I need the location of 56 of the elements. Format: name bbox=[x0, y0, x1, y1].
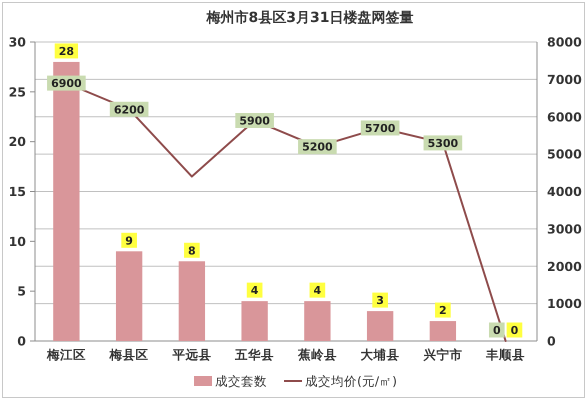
y2-tick-label: 3000 bbox=[547, 221, 582, 236]
data-label: 0 bbox=[506, 322, 522, 338]
y2-tick-label: 5000 bbox=[547, 146, 582, 162]
x-tick-label: 平远县 bbox=[171, 347, 212, 362]
x-tick-label: 五华县 bbox=[234, 347, 274, 362]
y2-tick-label: 0 bbox=[547, 334, 556, 348]
data-label: 28 bbox=[54, 43, 78, 58]
y2-tick-label: 6000 bbox=[547, 109, 582, 124]
y2-tick-label: 2000 bbox=[547, 258, 582, 274]
data-label: 8 bbox=[184, 242, 200, 258]
data-label: 0 bbox=[510, 324, 519, 337]
data-label: 6900 bbox=[47, 76, 86, 91]
data-label: 4 bbox=[310, 282, 326, 298]
data-label: 5700 bbox=[364, 122, 396, 135]
x-tick-label: 大埔县 bbox=[360, 347, 400, 362]
data-label: 2 bbox=[435, 302, 451, 318]
x-tick-label: 蕉岭县 bbox=[296, 347, 337, 362]
legend-label: 成交套数 bbox=[215, 374, 268, 388]
data-label: 5200 bbox=[298, 139, 337, 154]
data-label: 9 bbox=[125, 234, 133, 248]
y-tick-label: 0 bbox=[17, 334, 26, 348]
x-tick-label: 梅县区 bbox=[108, 347, 149, 362]
y-tick-label: 20 bbox=[8, 134, 26, 150]
legend-label: 成交均价(元/㎡) bbox=[305, 374, 397, 388]
data-label: 3 bbox=[372, 292, 388, 308]
data-label: 8 bbox=[188, 244, 196, 258]
x-tick-label: 梅江区 bbox=[46, 347, 86, 362]
data-label: 4 bbox=[246, 282, 262, 298]
y-tick-label: 25 bbox=[8, 84, 26, 100]
data-label: 4 bbox=[250, 284, 259, 298]
data-label: 3 bbox=[376, 294, 384, 308]
y2-tick-label: 4000 bbox=[547, 184, 582, 199]
data-label: 5700 bbox=[360, 120, 400, 136]
y-tick-label: 15 bbox=[8, 184, 26, 199]
data-label: 2 bbox=[439, 304, 447, 318]
y2-tick-label: 7000 bbox=[547, 72, 582, 87]
data-label: 0 bbox=[492, 324, 501, 337]
data-label: 5300 bbox=[428, 136, 459, 150]
data-label: 6900 bbox=[51, 77, 82, 90]
chart-title: 梅州市8县区3月31日楼盘网签量 bbox=[206, 9, 414, 26]
data-label: 5200 bbox=[302, 140, 334, 154]
y-tick-label: 5 bbox=[17, 284, 26, 299]
y2-tick-label: 1000 bbox=[547, 296, 582, 312]
x-tick-label: 兴宁市 bbox=[422, 347, 462, 362]
data-label: 4 bbox=[314, 284, 322, 298]
data-label: 0 bbox=[488, 322, 505, 338]
data-label: 6200 bbox=[114, 103, 145, 116]
y-tick-label: 30 bbox=[8, 34, 26, 50]
x-tick-label: 丰顺县 bbox=[485, 347, 526, 362]
data-label: 5300 bbox=[424, 135, 462, 150]
y2-tick-label: 8000 bbox=[547, 34, 582, 50]
data-label: 6200 bbox=[110, 102, 148, 117]
data-label: 28 bbox=[58, 44, 74, 58]
data-label: 5900 bbox=[239, 114, 270, 128]
data-label: 5900 bbox=[235, 113, 274, 128]
y-tick-label: 10 bbox=[8, 234, 26, 249]
